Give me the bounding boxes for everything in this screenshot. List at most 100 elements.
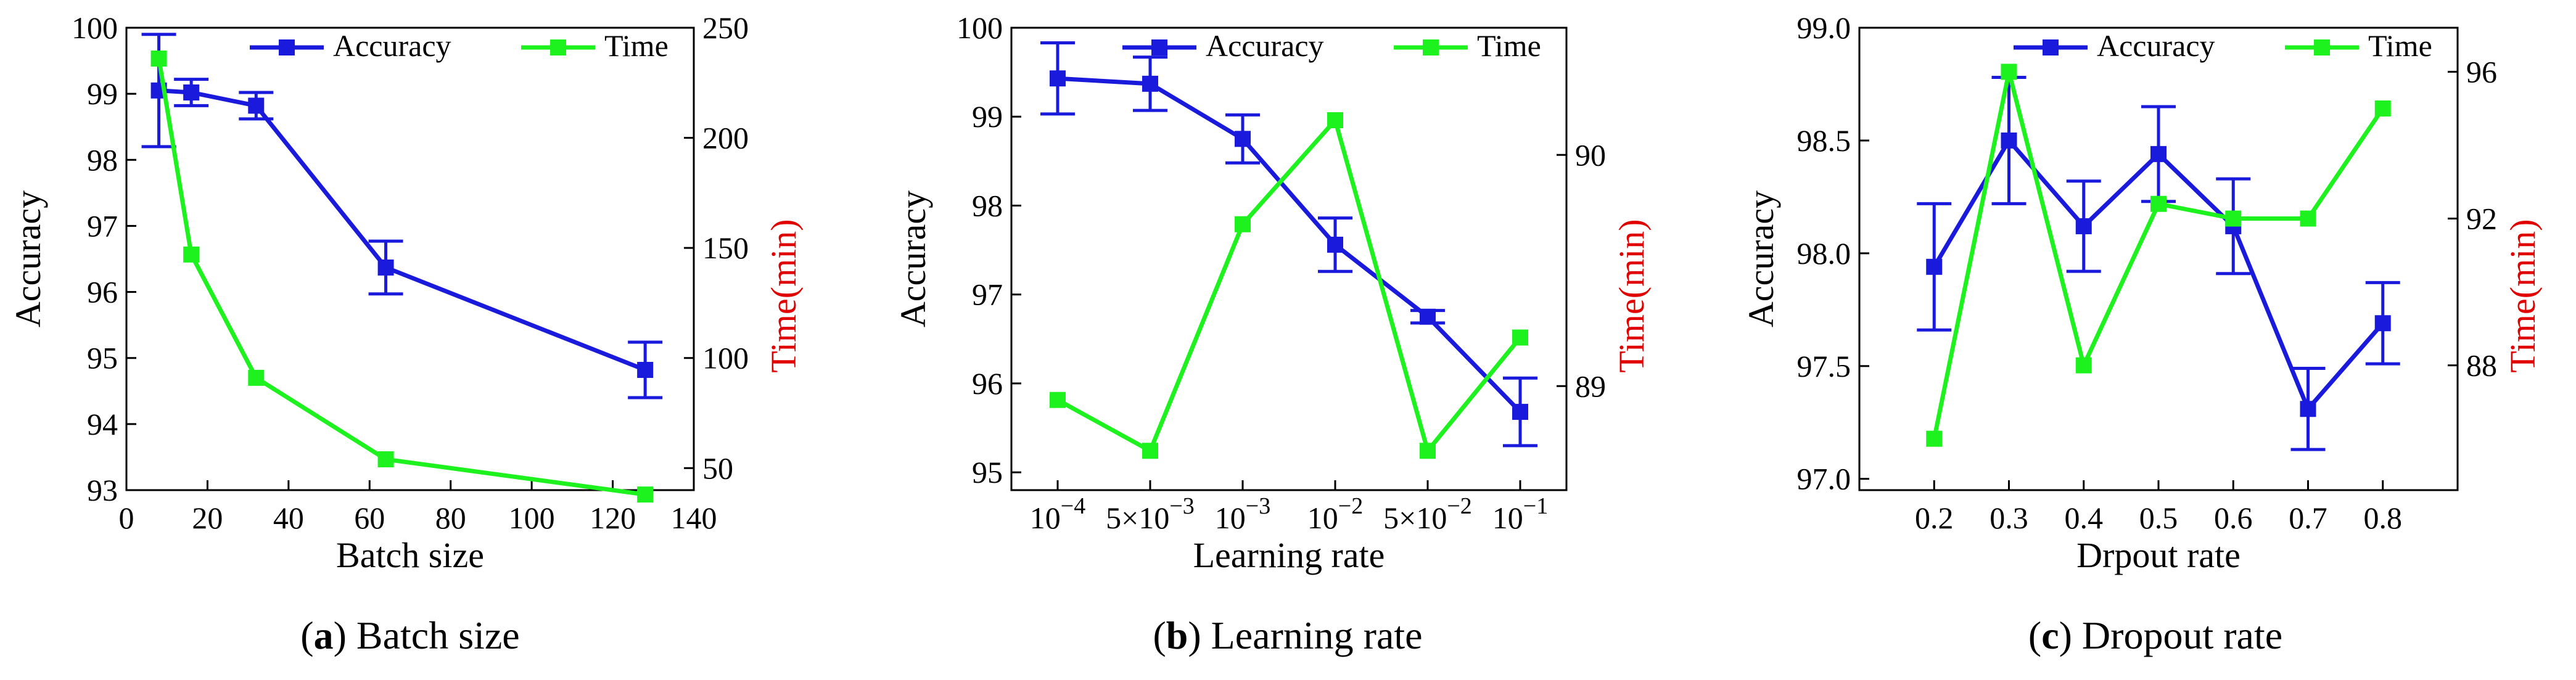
x-tick-label: 100 (509, 501, 555, 535)
y2-tick-label: 100 (702, 341, 749, 375)
y-tick-label: 96 (972, 366, 1003, 401)
y-tick-label: 98.5 (1797, 123, 1851, 158)
x-tick-label: 10−1 (1492, 493, 1548, 535)
data-point-time (248, 369, 265, 386)
y-axis-label: Accuracy (1741, 190, 1781, 327)
x-tick-label: 0.7 (2289, 501, 2327, 535)
data-point-time (377, 451, 394, 467)
data-point-accuracy (377, 259, 394, 276)
data-point-accuracy (183, 84, 200, 100)
panel-caption: (a) Batch size (300, 613, 519, 657)
y2-tick-label: 150 (702, 231, 749, 265)
y2-tick-label: 96 (2466, 54, 2497, 89)
data-point-time (637, 486, 654, 503)
y-tick-label: 93 (87, 473, 118, 507)
y2-axis-label: Time(min) (1611, 219, 1652, 372)
x-tick-label: 10−3 (1215, 493, 1270, 535)
data-point-time (1327, 112, 1343, 128)
data-point-accuracy (2001, 132, 2017, 149)
y2-tick-label: 88 (2466, 348, 2497, 383)
y-tick-label: 97.5 (1797, 349, 1851, 383)
chart-panel-2: 10−4 5×10−3 10−3 10−2 5×10−2 10−1 95 96 97 98 99 10… (893, 10, 1652, 657)
y2-axis-label: Time(min) (763, 219, 804, 372)
legend-time-marker (1423, 39, 1439, 55)
y2-tick-label: 90 (1575, 137, 1606, 172)
data-point-accuracy (2075, 218, 2092, 234)
legend-time-marker (550, 39, 566, 55)
legend-time-marker (2314, 39, 2330, 55)
data-point-time (1142, 443, 1158, 459)
data-point-accuracy (1327, 236, 1343, 253)
data-point-accuracy (1050, 70, 1066, 87)
legend-accuracy-marker (2043, 39, 2059, 55)
legend-time-label: Time (2368, 28, 2432, 63)
x-axis-label: Drpout rate (2076, 535, 2241, 575)
series-line-accuracy (1057, 76, 1522, 414)
data-point-time (2374, 100, 2391, 117)
data-point-time (2150, 195, 2167, 212)
y-tick-label: 97.0 (1797, 462, 1851, 496)
data-point-accuracy (1420, 308, 1436, 325)
y-tick-label: 100 (957, 10, 1003, 45)
x-tick-label: 10−4 (1030, 493, 1085, 535)
y-tick-label: 94 (87, 407, 118, 441)
x-tick-label: 20 (192, 501, 223, 535)
y2-tick-label: 92 (2466, 202, 2497, 236)
y2-tick-label: 250 (702, 10, 749, 45)
legend: Accuracy Time (250, 28, 669, 63)
y-tick-label: 98 (87, 142, 118, 177)
x-tick-label: 140 (671, 501, 717, 535)
x-tick-label: 5×10−3 (1106, 493, 1195, 535)
x-axis-label: Batch size (336, 535, 484, 575)
data-point-time (150, 51, 167, 67)
x-tick-label: 0 (119, 501, 134, 535)
y-axis-label: Accuracy (8, 190, 48, 327)
legend-accuracy-label: Accuracy (333, 28, 451, 63)
data-point-time (2225, 210, 2242, 227)
legend-accuracy-label: Accuracy (1206, 28, 1324, 63)
legend-accuracy-marker (279, 39, 295, 55)
chart-panel-1: 0 20 40 60 80 100 120 140 93 94 95 96 97 98 99 100 50 100… (8, 10, 804, 657)
legend-time-label: Time (604, 28, 669, 63)
data-point-accuracy (1926, 258, 1943, 275)
y-tick-label: 99 (87, 76, 118, 111)
x-tick-label: 120 (590, 501, 636, 535)
legend-accuracy-marker (1151, 39, 1167, 55)
x-tick-label: 0.5 (2139, 501, 2178, 535)
x-tick-label: 60 (354, 501, 385, 535)
legend: Accuracy Time (1122, 28, 1541, 63)
legend-time-label: Time (1477, 28, 1541, 63)
y-tick-label: 95 (87, 341, 118, 375)
data-point-time (1926, 430, 1943, 447)
legend-accuracy-label: Accuracy (2097, 28, 2215, 63)
y-tick-label: 97 (87, 208, 118, 243)
plot-frame (1010, 27, 1568, 491)
y-tick-label: 99 (972, 99, 1003, 134)
legend: Accuracy Time (2014, 28, 2432, 63)
x-tick-label: 80 (435, 501, 466, 535)
panel-caption: (b) Learning rate (1153, 613, 1422, 657)
data-point-accuracy (2374, 315, 2391, 332)
x-tick-label: 40 (273, 501, 304, 535)
data-point-time (2300, 210, 2316, 227)
data-point-accuracy (2300, 401, 2316, 417)
y-tick-label: 98.0 (1797, 236, 1851, 271)
x-tick-label: 10−2 (1307, 493, 1363, 535)
x-tick-label: 0.3 (1990, 501, 2028, 535)
x-axis-label: Learning rate (1193, 535, 1385, 575)
data-point-accuracy (1235, 131, 1251, 147)
x-tick-label: 0.6 (2214, 501, 2253, 535)
data-point-time (183, 246, 200, 263)
data-point-accuracy (2150, 145, 2167, 162)
y2-axis-label: Time(min) (2503, 219, 2543, 372)
y-tick-label: 96 (87, 275, 118, 309)
data-point-time (2001, 63, 2017, 80)
data-point-accuracy (1512, 404, 1528, 420)
y2-tick-label: 200 (702, 121, 749, 155)
chart-panel-3: 0.2 0.3 0.4 0.5 0.6 0.7 0.8 97.0 97.5 98.0 98.5 99.… (1741, 10, 2543, 657)
data-point-time (1235, 216, 1251, 232)
data-point-time (1050, 391, 1066, 408)
y-tick-label: 97 (972, 277, 1003, 312)
data-point-accuracy (637, 362, 654, 378)
